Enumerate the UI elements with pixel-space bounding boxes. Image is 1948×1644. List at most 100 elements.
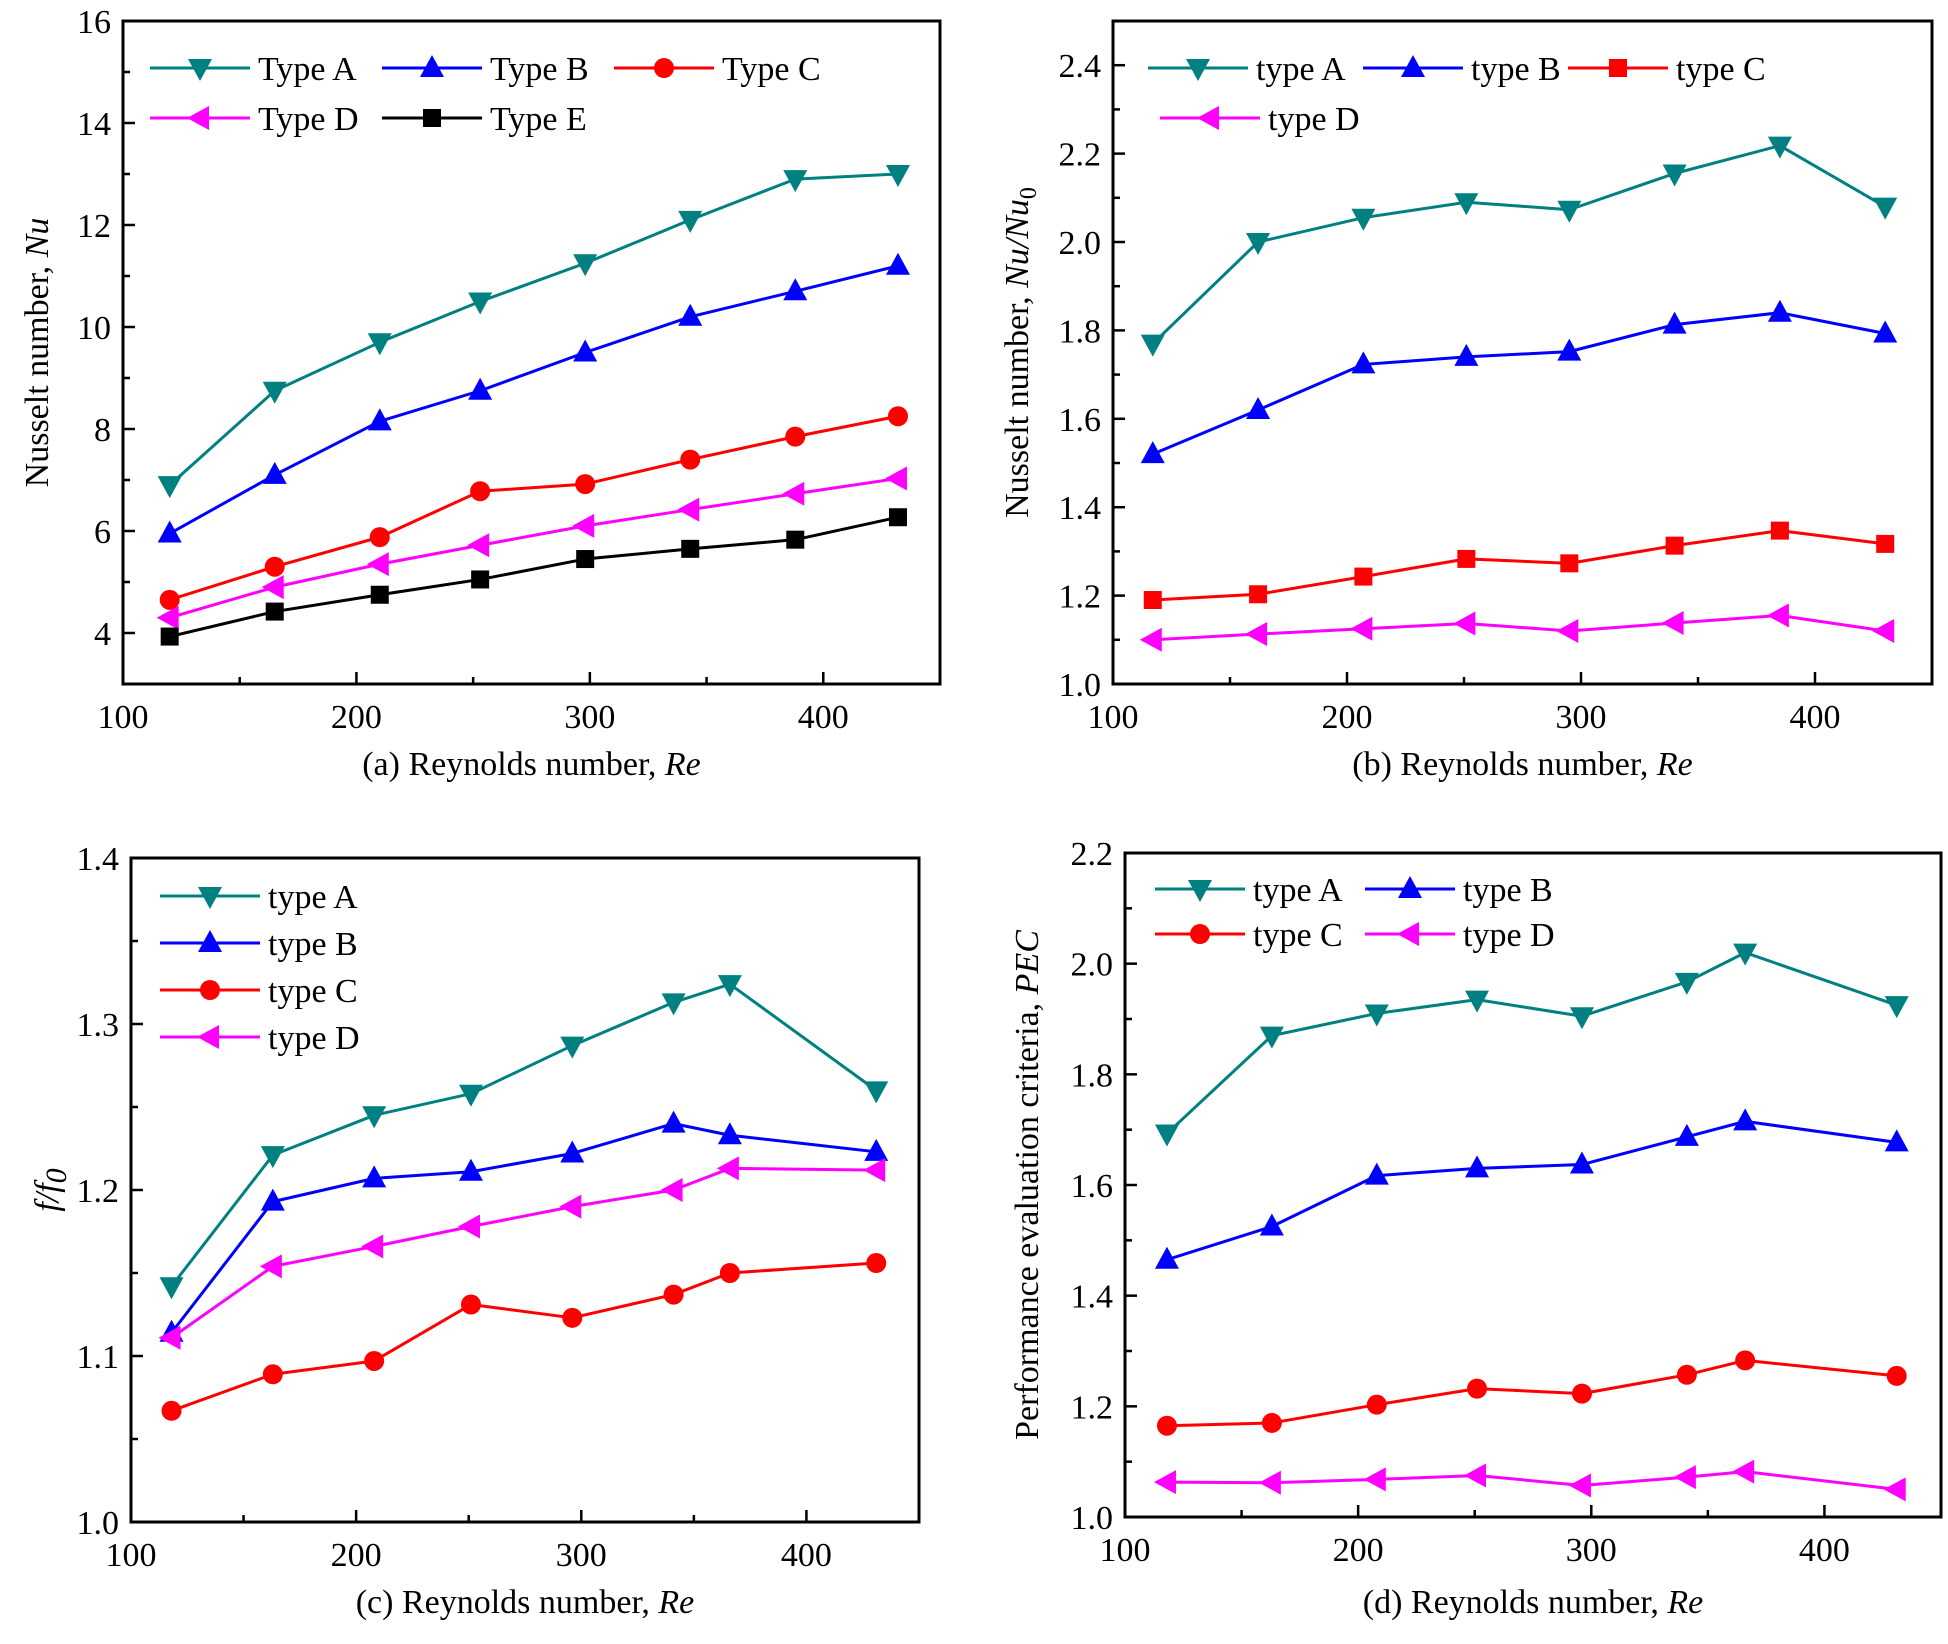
series-type-c: [1143, 521, 1895, 610]
legend-item: Type E: [382, 101, 587, 138]
data-point: [261, 575, 284, 600]
data-point: [1259, 1026, 1284, 1049]
data-point: [559, 1194, 582, 1219]
data-point: [560, 1036, 585, 1059]
series-line: [169, 476, 899, 620]
legend-label: type B: [268, 926, 358, 963]
data-point: [863, 1158, 886, 1183]
x-axis-label: (a) Reynolds number, Re: [362, 746, 701, 783]
series-line: [170, 1166, 877, 1339]
legend-marker: [423, 109, 441, 127]
y-tick-label: 1.3: [77, 1007, 120, 1044]
y-tick-label: 1.0: [1059, 667, 1102, 704]
data-point: [467, 533, 490, 558]
y-axis-label: f/f0: [29, 1168, 73, 1211]
data-point: [367, 333, 392, 356]
data-point: [864, 1138, 889, 1161]
legend-marker: [198, 887, 222, 909]
data-point: [1557, 200, 1582, 223]
data-point: [468, 377, 493, 400]
y-tick-label: 2.0: [1071, 947, 1114, 984]
legend-marker: [1186, 59, 1210, 81]
y-tick-label: 1.2: [1071, 1389, 1114, 1426]
series-type-b: [1154, 1108, 1909, 1269]
x-tick-label: 200: [331, 699, 382, 736]
series-line: [168, 264, 899, 535]
x-tick-label: 100: [1088, 699, 1139, 736]
data-point: [1454, 343, 1479, 366]
data-point: [1154, 1246, 1179, 1269]
data-point: [156, 605, 179, 630]
y-tick-label: 1.4: [1059, 490, 1102, 527]
y-tick-label: 1.2: [77, 1173, 120, 1210]
series-line: [1165, 951, 1898, 1135]
data-point: [1886, 1365, 1907, 1386]
x-tick-label: 400: [1790, 699, 1841, 736]
legend-label: type D: [1268, 101, 1360, 138]
y-axis-label: Nusselt number, Nu: [19, 218, 56, 488]
series-type-b: [157, 252, 910, 543]
legend-marker: [1397, 922, 1419, 946]
data-point: [717, 975, 742, 998]
legend-item: type A: [1155, 872, 1343, 909]
data-point: [1733, 943, 1758, 966]
data-point: [1872, 618, 1895, 643]
y-tick-label: 1.6: [1071, 1168, 1114, 1205]
legend-label: type B: [1471, 51, 1561, 88]
series-line: [1166, 1119, 1897, 1262]
data-point: [562, 1307, 583, 1328]
data-point: [661, 1110, 686, 1133]
data-point: [361, 1234, 384, 1259]
panel-b: 100 200 300 400 1.0 1.2 1.4 1.6 1.8 2.0 2.2 2.4 (b) …: [999, 19, 1934, 783]
data-point: [1364, 1004, 1389, 1027]
x-tick-label: 300: [1556, 699, 1607, 736]
y-axis-label: Nusselt number, Nu/Nu0: [999, 187, 1042, 518]
data-point: [888, 508, 907, 527]
data-point: [157, 520, 182, 543]
series-type-a: [159, 975, 889, 1300]
y-tick-label: 1.4: [77, 841, 120, 878]
data-point: [1366, 1394, 1387, 1415]
data-point: [1569, 1007, 1594, 1030]
data-point: [1884, 1129, 1909, 1152]
legend-label: type C: [268, 973, 358, 1010]
data-point: [470, 481, 491, 502]
data-point: [716, 1156, 739, 1181]
data-point: [1351, 351, 1376, 374]
data-point: [1569, 1151, 1594, 1174]
series-line: [170, 1122, 877, 1334]
data-point: [884, 466, 907, 491]
series-type-d: [156, 466, 907, 630]
data-point: [364, 1350, 385, 1371]
data-point: [1350, 616, 1373, 641]
legend-item: type A: [1148, 51, 1346, 88]
data-point: [265, 602, 284, 621]
series-type-c: [159, 406, 908, 610]
data-point: [678, 303, 703, 326]
data-point: [367, 408, 392, 431]
data-point: [885, 252, 910, 275]
legend-marker: [420, 55, 444, 77]
data-point: [782, 481, 805, 506]
x-tick-label: 200: [1333, 1532, 1384, 1569]
data-point: [573, 254, 598, 277]
y-tick-label: 1.1: [77, 1339, 120, 1376]
data-point: [1732, 1459, 1755, 1484]
data-point: [158, 1325, 181, 1350]
x-axis-label: (c) Reynolds number, Re: [356, 1584, 695, 1621]
data-point: [660, 1178, 683, 1202]
data-point: [468, 292, 493, 315]
data-point: [1568, 1473, 1591, 1498]
legend: type A type B type C type D: [1148, 51, 1766, 138]
data-point: [362, 1165, 387, 1188]
legend-item: Type B: [382, 51, 589, 88]
data-point: [572, 513, 595, 538]
series-line: [169, 414, 899, 602]
data-point: [460, 1294, 481, 1315]
legend-label: Type D: [258, 101, 359, 138]
data-point: [1735, 1350, 1756, 1371]
series-type-d: [1139, 603, 1895, 652]
data-point: [1246, 233, 1271, 255]
data-point: [1556, 618, 1579, 643]
